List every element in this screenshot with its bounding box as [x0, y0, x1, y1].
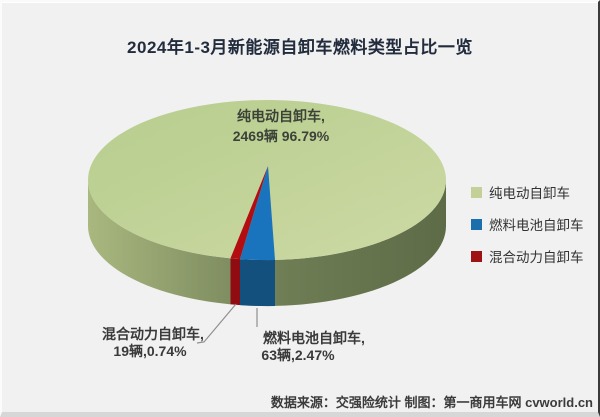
- callout-fuel-cell-name: 燃料电池自卸车,: [263, 330, 365, 346]
- legend-item-hybrid: 混合动力自卸车: [471, 240, 584, 272]
- legend-label-pure-electric: 纯电动自卸车: [489, 186, 570, 201]
- legend: 纯电动自卸车 燃料电池自卸车 混合动力自卸车: [471, 176, 584, 272]
- source-note: 数据来源：交强险统计 制图：第一商用车网 cvworld.cn: [270, 395, 593, 410]
- legend-item-pure-electric: 纯电动自卸车: [471, 176, 584, 208]
- legend-chip-pure-electric: [471, 186, 482, 198]
- pie-slice-fuel-cell-top: [240, 166, 275, 261]
- callout-fuel-cell-value: 63辆,2.47%: [261, 347, 335, 363]
- callout-pure-electric: 纯电动自卸车, 2469辆 96.79%: [233, 106, 330, 146]
- legend-item-fuel-cell: 燃料电池自卸车: [471, 208, 584, 240]
- page-title: 2024年1-3月新能源自卸车燃料类型占比一览: [127, 38, 473, 57]
- pie-side-fuel-cell: [240, 259, 275, 307]
- legend-label-fuel-cell: 燃料电池自卸车: [489, 218, 584, 233]
- pie-slice-hybrid-top: [230, 166, 268, 260]
- callout-pure-electric-value: 2469辆 96.79%: [232, 128, 330, 144]
- pie-side-hybrid: [230, 258, 240, 306]
- pie-side-pure-electric: [88, 180, 446, 306]
- legend-chip-hybrid: [471, 250, 482, 262]
- leader-line-hybrid: [196, 303, 237, 344]
- callout-hybrid-name: 混合动力自卸车,: [102, 326, 204, 342]
- callout-pure-electric-name: 纯电动自卸车,: [237, 108, 325, 124]
- callout-hybrid-value: 19辆,0.74%: [113, 343, 187, 359]
- legend-chip-fuel-cell: [471, 218, 482, 230]
- legend-label-hybrid: 混合动力自卸车: [489, 250, 584, 265]
